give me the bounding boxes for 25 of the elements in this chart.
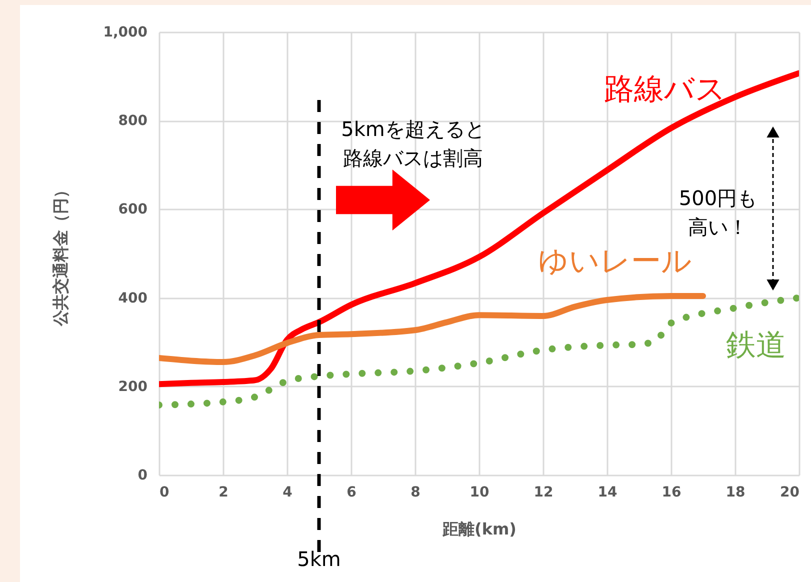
- x-tick-label: 10: [470, 484, 490, 500]
- x-tick-label: 6: [346, 484, 356, 500]
- series-label: ゆいレール: [538, 244, 692, 279]
- annotation: 500円も高い！: [678, 186, 758, 239]
- x-tick-label: 18: [726, 484, 746, 500]
- annotation: 5kmを超えると路線バスは割高: [341, 117, 485, 170]
- y-tick-label: 0: [138, 468, 148, 484]
- y-tick-label: 1,000: [103, 24, 148, 40]
- series-label: 路線バス: [604, 72, 726, 107]
- x-tick-label: 4: [282, 484, 293, 500]
- x-tick-label: 2: [218, 484, 228, 500]
- series-label: 鉄道: [726, 328, 786, 363]
- ref-line-label: 5km: [297, 547, 341, 571]
- x-tick-label: 16: [662, 484, 682, 500]
- x-axis-title: 距離(km): [442, 520, 516, 538]
- y-tick-label: 800: [118, 113, 148, 130]
- y-tick-label: 600: [118, 202, 148, 218]
- x-tick-label: 0: [160, 484, 170, 500]
- x-tick-label: 8: [410, 484, 420, 500]
- x-tick-label: 12: [534, 484, 554, 500]
- x-tick-label: 14: [598, 484, 618, 500]
- y-tick-label: 400: [118, 290, 148, 306]
- x-tick-label: 20: [780, 484, 800, 500]
- y-tick-label: 200: [118, 378, 148, 395]
- y-axis-title: 公共交通料金（円）: [51, 182, 70, 327]
